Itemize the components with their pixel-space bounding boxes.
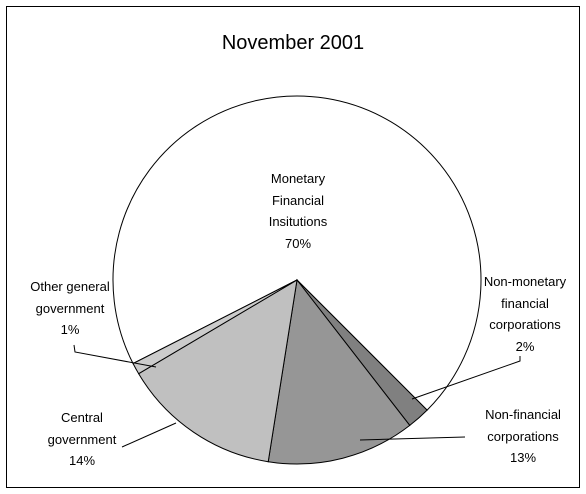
slice-label: Non-financial corporations — [485, 407, 561, 444]
pie-slice — [132, 279, 298, 375]
leader-line — [121, 422, 177, 448]
value-label: 13% — [509, 450, 537, 465]
slice-label: Other general government — [30, 279, 110, 316]
leader-line — [359, 436, 466, 441]
value-label: 14% — [68, 453, 96, 468]
slice-label: Central government — [47, 410, 117, 447]
pie-slice — [137, 279, 298, 463]
chart-title: November 2001 — [221, 32, 365, 54]
value-label: 1% — [60, 322, 80, 337]
value-label: 2% — [515, 338, 535, 354]
pie-slice — [112, 95, 482, 411]
pie-slice — [267, 278, 411, 465]
leader-line — [411, 356, 521, 400]
slice-label: Non-monetary financial corporations — [483, 274, 567, 332]
leader-line — [73, 344, 157, 368]
slice-label: Monetary Financial Insitutions — [268, 171, 328, 229]
value-label: 70% — [284, 235, 312, 251]
